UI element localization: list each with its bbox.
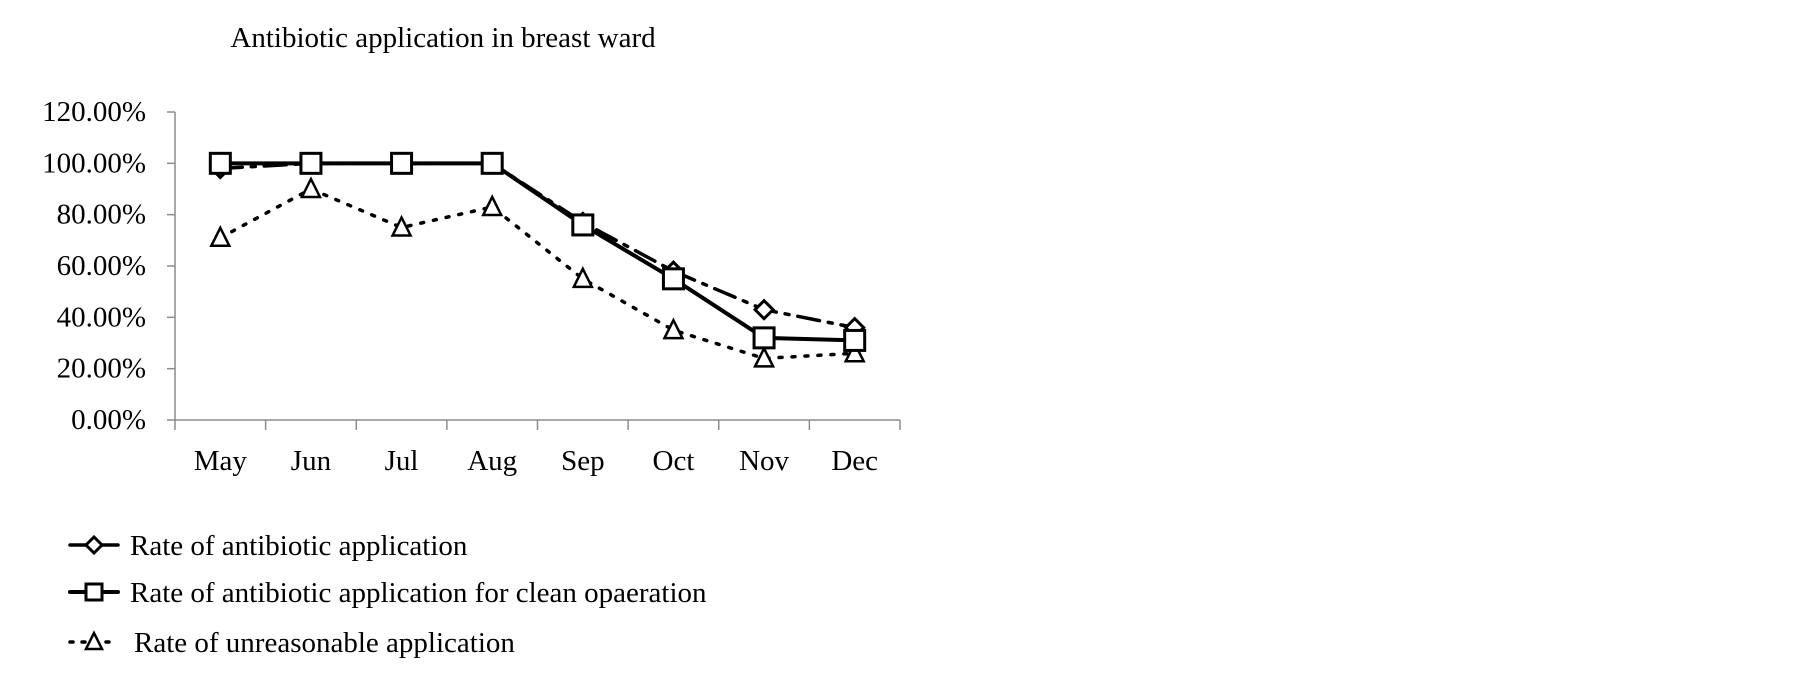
x-tick-label: Nov: [739, 445, 789, 477]
data-point-diamond: [752, 298, 776, 321]
x-tick-label: Aug: [467, 445, 517, 477]
series-square: [208, 151, 867, 352]
legend: Rate of antibiotic application Rate of an…: [68, 530, 707, 659]
data-point-square: [661, 267, 685, 291]
x-tick-label: Dec: [831, 445, 878, 477]
legend-item: Rate of antibiotic application for clean…: [68, 577, 707, 609]
x-tick-label: Jun: [291, 445, 332, 477]
chart-title: Antibiotic application in breast ward: [230, 22, 656, 54]
legend-label: Rate of unreasonable application: [134, 627, 515, 659]
y-tick-label: 100.00%: [42, 147, 146, 179]
y-tick-label: 80.00%: [57, 199, 146, 231]
data-point-triangle: [662, 317, 685, 340]
data-point-square: [480, 151, 504, 175]
data-point-triangle: [390, 214, 413, 237]
data-point-triangle: [481, 194, 504, 217]
data-point-square: [571, 213, 595, 237]
data-point-triangle: [209, 224, 232, 248]
axes: 0.00% 20.00% 40.00% 60.00% 80.00% 100.00% 120.…: [42, 96, 901, 477]
x-tick-label: Jul: [385, 445, 419, 477]
data-point-diamond: [83, 534, 105, 556]
legend-label: Rate of antibiotic application for clean…: [130, 577, 707, 609]
y-tick-label: 40.00%: [57, 301, 146, 333]
legend-item: Rate of unreasonable application: [68, 627, 515, 659]
data-point-square: [390, 151, 414, 175]
data-point-square: [299, 151, 323, 175]
data-point-square: [843, 328, 867, 352]
series-triangle: [209, 176, 866, 368]
series-line: [218, 161, 857, 343]
x-tick-label: Sep: [561, 445, 605, 477]
data-point-triangle: [571, 266, 594, 289]
y-tick-label: 0.00%: [71, 404, 146, 436]
data-point-triangle: [299, 176, 322, 199]
x-tick-label: May: [194, 445, 248, 477]
data-point-square: [752, 326, 776, 350]
y-tick-label: 60.00%: [57, 250, 146, 282]
x-tick-label: Oct: [653, 445, 695, 477]
legend-label: Rate of antibiotic application: [130, 530, 468, 562]
y-tick-label: 120.00%: [42, 96, 146, 128]
series-group: [208, 151, 867, 368]
series-line: [218, 187, 857, 361]
legend-item: Rate of antibiotic application: [68, 530, 468, 562]
data-point-square: [208, 151, 232, 175]
data-point-square: [84, 582, 104, 602]
y-tick-label: 20.00%: [57, 353, 146, 385]
data-point-triangle: [753, 345, 776, 368]
data-point-triangle: [83, 630, 105, 651]
data-point-triangle: [843, 340, 866, 363]
